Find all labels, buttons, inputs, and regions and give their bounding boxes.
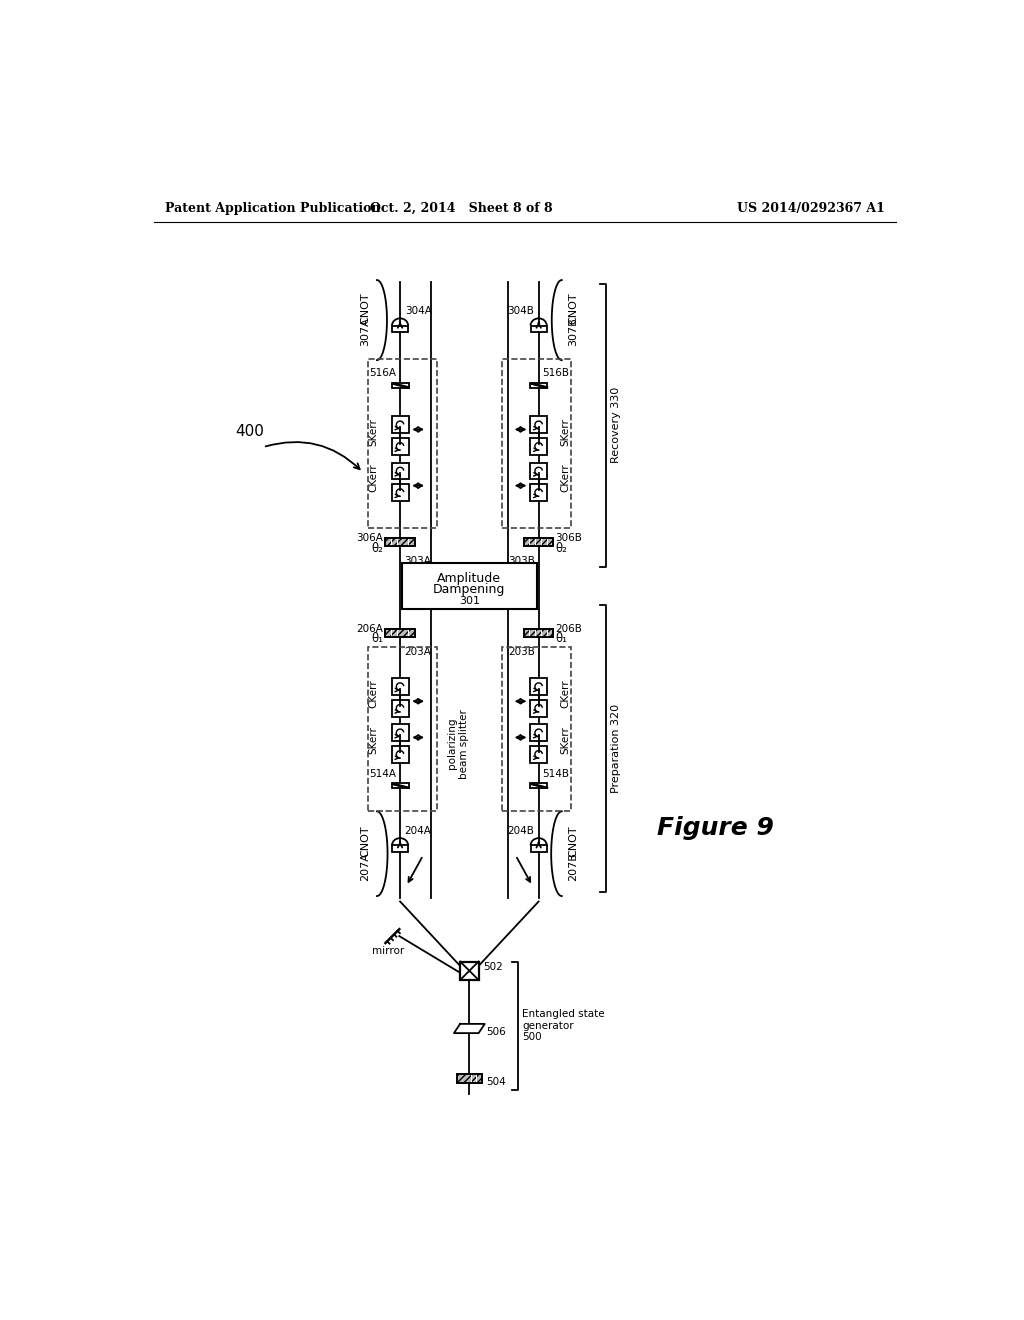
Text: SKerr: SKerr xyxy=(369,418,379,446)
Text: 301: 301 xyxy=(459,597,480,606)
Bar xyxy=(391,783,409,788)
Bar xyxy=(391,746,409,763)
Text: 306A: 306A xyxy=(356,533,383,543)
Bar xyxy=(530,462,547,479)
Text: 516A: 516A xyxy=(370,368,396,379)
Polygon shape xyxy=(454,1024,484,1034)
Text: CNOT: CNOT xyxy=(568,825,579,857)
Bar xyxy=(392,845,409,851)
Text: US 2014/0292367 A1: US 2014/0292367 A1 xyxy=(737,202,885,215)
Text: 206B: 206B xyxy=(556,624,583,634)
Bar xyxy=(530,416,547,433)
Text: 400: 400 xyxy=(236,424,264,440)
Bar xyxy=(368,647,437,812)
Bar xyxy=(524,539,553,545)
Text: θ₂: θ₂ xyxy=(556,541,567,554)
Text: 307B: 307B xyxy=(568,318,579,346)
Text: 303A: 303A xyxy=(403,556,431,566)
Bar xyxy=(530,746,547,763)
Text: θ₁: θ₁ xyxy=(371,632,383,645)
Text: θ₂: θ₂ xyxy=(372,541,383,554)
Text: CNOT: CNOT xyxy=(360,292,371,323)
Bar xyxy=(530,725,547,742)
Text: 516B: 516B xyxy=(543,368,569,379)
Text: CKerr: CKerr xyxy=(560,680,570,708)
Text: 203B: 203B xyxy=(508,647,535,657)
Bar xyxy=(530,700,547,717)
Text: SKerr: SKerr xyxy=(560,726,570,754)
Text: Figure 9: Figure 9 xyxy=(657,816,774,841)
Text: 204A: 204A xyxy=(404,825,431,836)
Text: 203A: 203A xyxy=(403,647,431,657)
Bar xyxy=(460,961,478,979)
Bar xyxy=(457,1074,481,1084)
Text: Amplitude: Amplitude xyxy=(437,572,502,585)
Text: 304B: 304B xyxy=(507,306,535,315)
Bar xyxy=(391,484,409,502)
Bar xyxy=(385,628,415,636)
Bar xyxy=(530,438,547,455)
Bar xyxy=(530,845,547,851)
Text: SKerr: SKerr xyxy=(369,726,379,754)
Bar xyxy=(385,539,415,545)
Bar xyxy=(524,628,553,636)
Text: 207A: 207A xyxy=(360,851,371,880)
Text: 303B: 303B xyxy=(508,556,535,566)
Text: 204B: 204B xyxy=(507,825,535,836)
Text: CNOT: CNOT xyxy=(360,825,371,857)
Bar xyxy=(391,462,409,479)
Bar xyxy=(385,628,415,636)
Text: Patent Application Publication: Patent Application Publication xyxy=(165,202,381,215)
Text: CNOT: CNOT xyxy=(568,292,579,323)
Text: Entangled state
generator
500: Entangled state generator 500 xyxy=(522,1010,605,1043)
Bar xyxy=(391,383,409,388)
Bar xyxy=(530,678,547,696)
Bar xyxy=(524,628,553,636)
Text: Oct. 2, 2014   Sheet 8 of 8: Oct. 2, 2014 Sheet 8 of 8 xyxy=(371,202,553,215)
Bar xyxy=(391,725,409,742)
Bar xyxy=(530,326,547,333)
Text: 307A: 307A xyxy=(360,318,371,346)
Bar xyxy=(530,383,547,388)
Text: 207B: 207B xyxy=(568,851,579,880)
Text: CKerr: CKerr xyxy=(369,680,379,708)
Text: CKerr: CKerr xyxy=(369,463,379,492)
Bar xyxy=(391,700,409,717)
Bar xyxy=(392,326,409,333)
Text: mirror: mirror xyxy=(373,946,404,957)
Text: 304A: 304A xyxy=(404,306,431,315)
Text: Dampening: Dampening xyxy=(433,583,506,597)
Text: Recovery 330: Recovery 330 xyxy=(611,387,621,463)
Bar xyxy=(368,359,437,528)
Text: CKerr: CKerr xyxy=(560,463,570,492)
Bar xyxy=(391,416,409,433)
Text: Preparation 320: Preparation 320 xyxy=(611,704,621,793)
Text: polarizing
beam splitter: polarizing beam splitter xyxy=(447,709,469,779)
Text: 306B: 306B xyxy=(556,533,583,543)
Text: 514B: 514B xyxy=(543,768,569,779)
Bar xyxy=(530,484,547,502)
Bar xyxy=(502,359,571,528)
Bar xyxy=(385,539,415,545)
Bar xyxy=(530,783,547,788)
Text: 504: 504 xyxy=(486,1077,506,1088)
Text: 206A: 206A xyxy=(356,624,383,634)
Text: 506: 506 xyxy=(486,1027,506,1038)
Text: 514A: 514A xyxy=(370,768,396,779)
Bar xyxy=(402,562,537,609)
Bar xyxy=(391,678,409,696)
Bar xyxy=(457,1074,481,1084)
Bar xyxy=(391,438,409,455)
Text: 502: 502 xyxy=(483,962,503,972)
Bar xyxy=(524,539,553,545)
Text: SKerr: SKerr xyxy=(560,418,570,446)
Bar xyxy=(502,647,571,812)
Text: θ₁: θ₁ xyxy=(556,632,567,645)
